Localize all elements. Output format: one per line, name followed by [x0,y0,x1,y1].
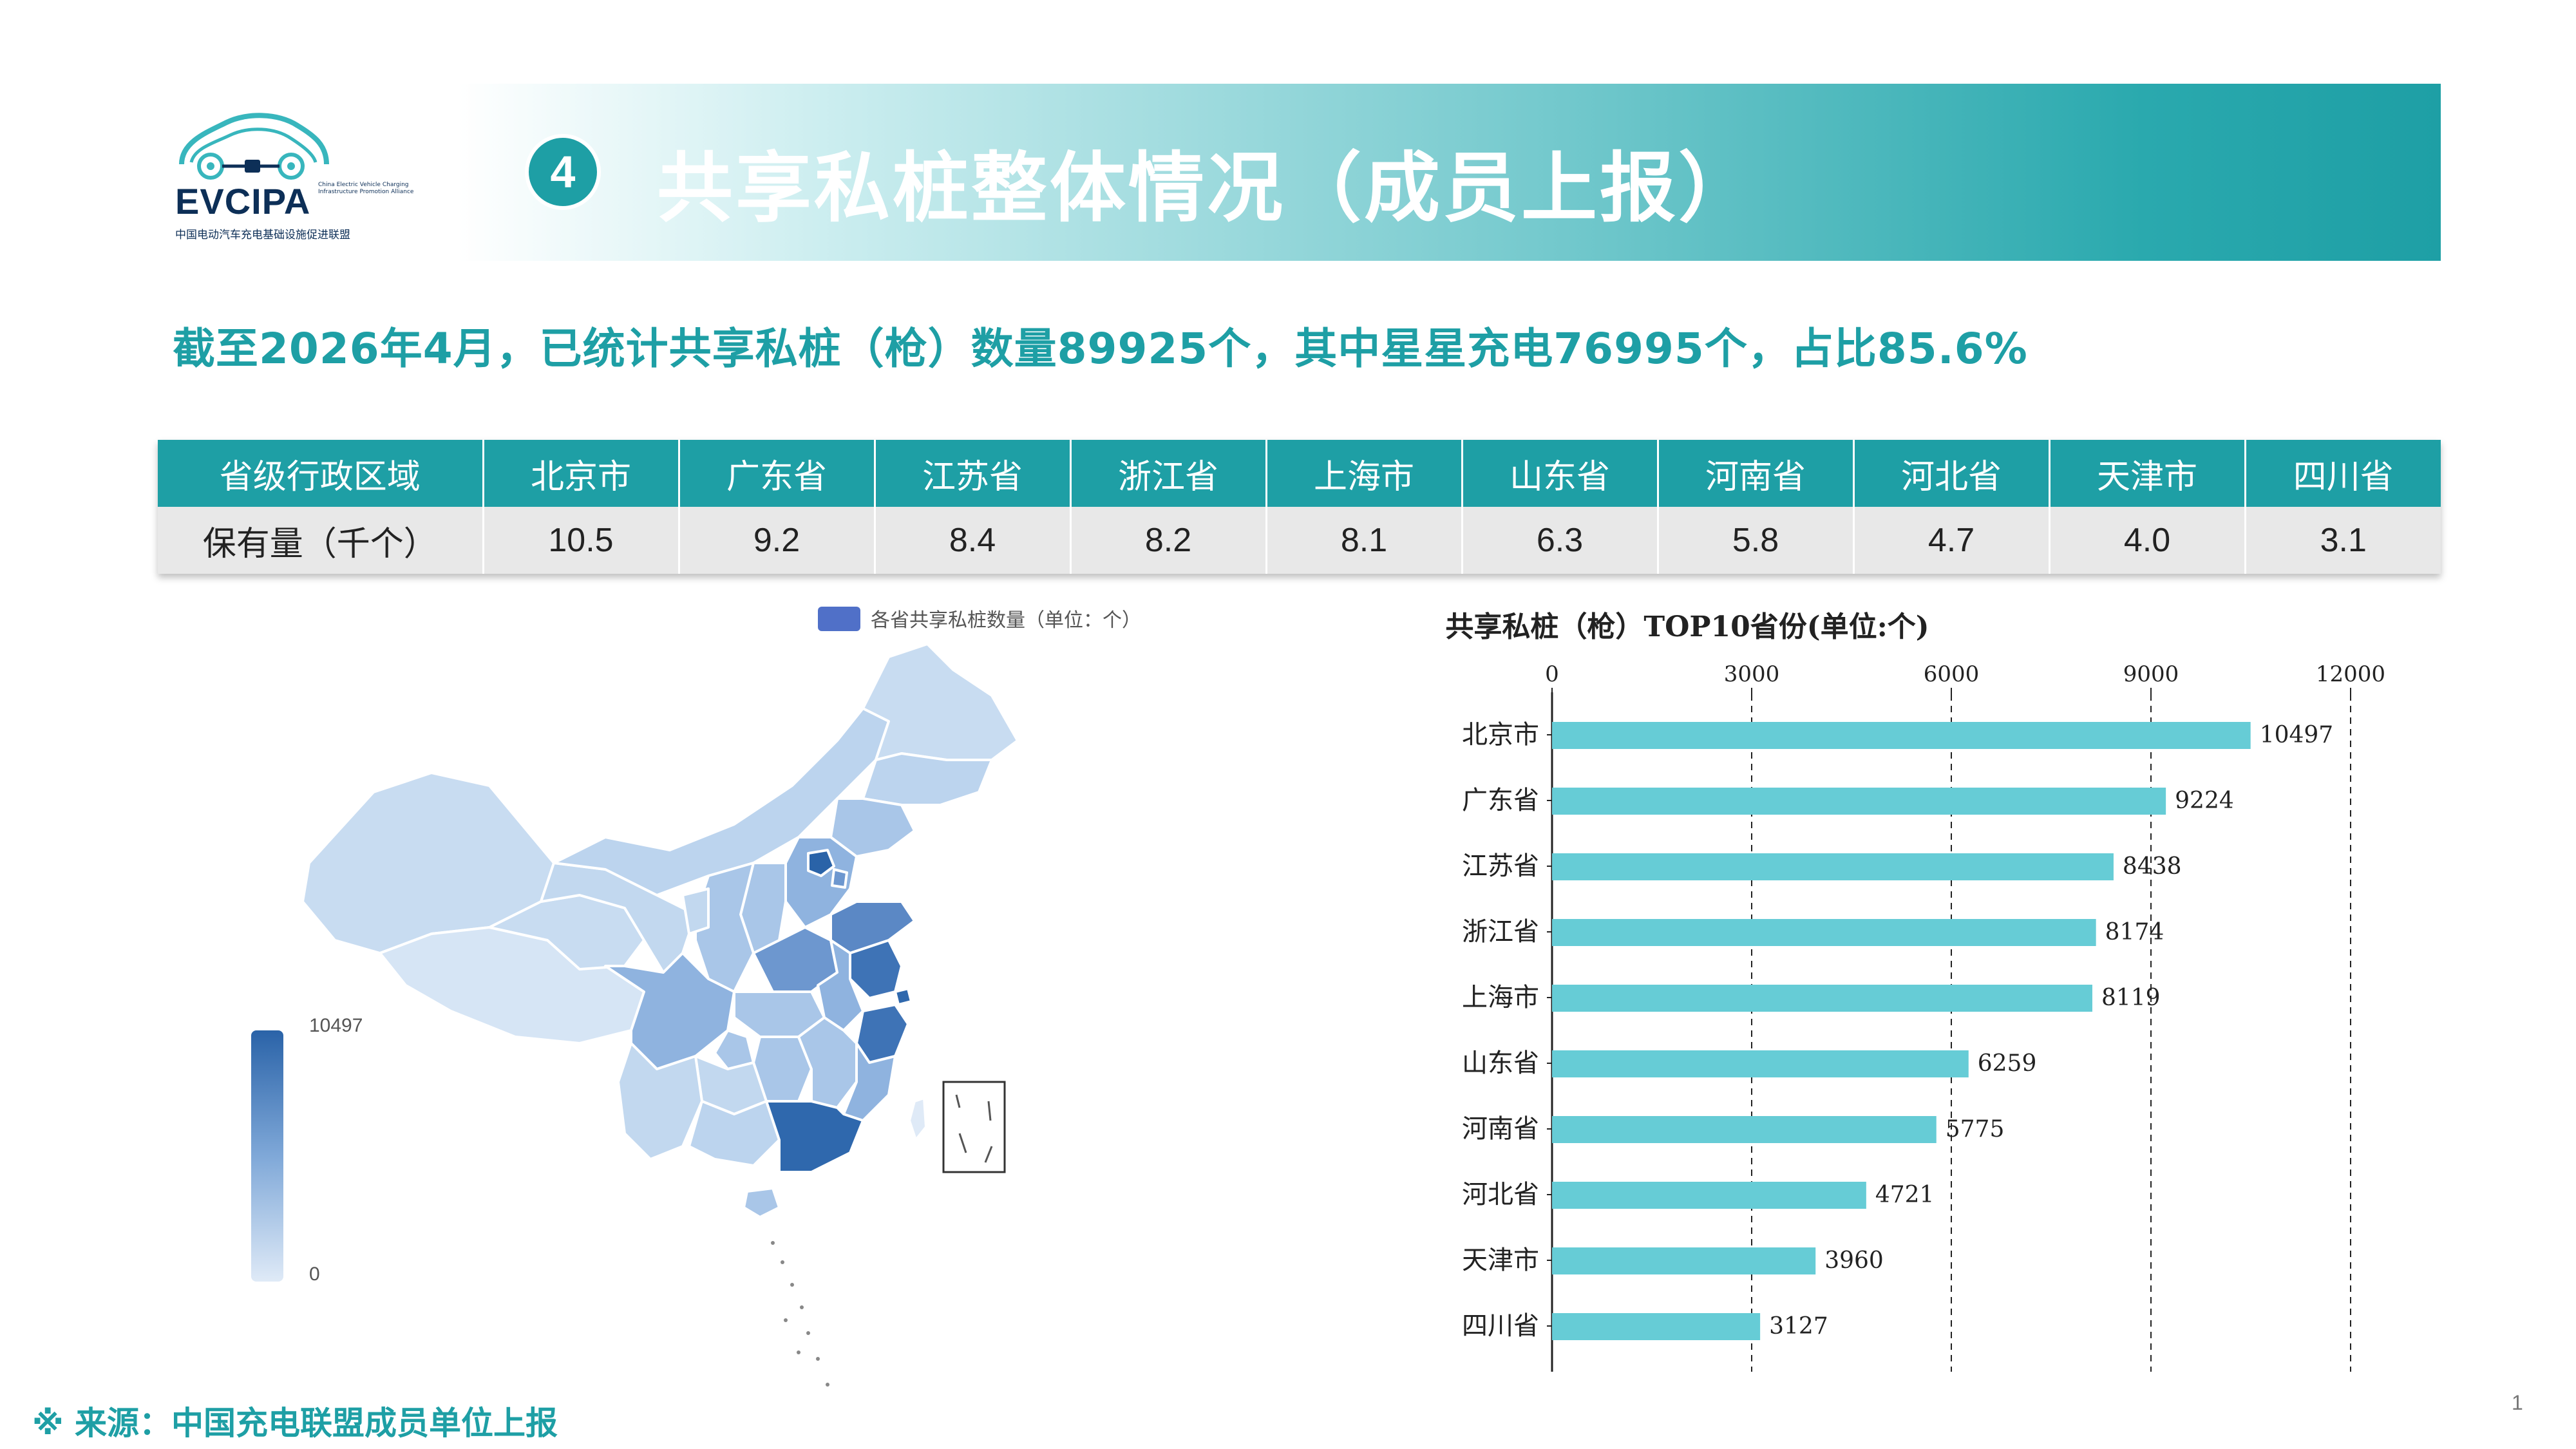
logo-subtitle-cn: 中国电动汽车充电基础设施促进联盟 [175,229,350,242]
bar [1552,1182,1866,1209]
map-region-fujian [842,1042,896,1122]
table-header-cell: 上海市 [1266,440,1463,507]
bar [1552,1050,1969,1077]
map-region-shanghai [894,987,913,1006]
category-label: 广东省 [1462,786,1539,815]
data-label: 3960 [1824,1247,1884,1274]
table-cell: 8.4 [875,507,1072,574]
map-region-heilongjiang [862,643,1019,761]
table-header-cell: 省级行政区域 [158,440,484,507]
map-region-yunnan [617,1042,703,1160]
table-cell: 保有量（千个） [158,507,484,574]
map-scale-min-label: 0 [309,1264,320,1285]
map-region-taiwan [908,1097,927,1141]
table-header-row: 省级行政区域 北京市 广东省 江苏省 浙江省 上海市 山东省 河南省 河北省 天… [158,440,2441,507]
data-label: 8438 [2123,853,2182,880]
category-label: 河南省 [1462,1114,1539,1144]
data-label: 4721 [1875,1182,1935,1208]
bar [1552,853,2114,880]
map-region-beijing [807,849,835,877]
bar [1552,1247,1816,1274]
table-header-cell: 浙江省 [1070,440,1267,507]
category-label: 浙江省 [1462,917,1539,947]
china-map [301,643,1019,1387]
data-label: 8174 [2105,919,2164,945]
logo-subtitle-en: China Electric Vehicle Charging Infrastr… [318,182,414,195]
category-label: 天津市 [1462,1245,1539,1275]
car-plug-icon [179,113,329,180]
data-label: 9224 [2175,788,2234,814]
province-table: 省级行政区域 北京市 广东省 江苏省 浙江省 上海市 山东省 河南省 河北省 天… [158,440,2441,574]
top10-bar-chart: 共享私桩（枪）TOP10省份(单位:个) 0 3000 6000 9000 12000 … [1445,611,2385,1372]
table-header-cell: 山东省 [1462,440,1659,507]
evcipa-logo: EVCIPA China Electric Vehicle Charging I… [169,103,426,245]
table-cell: 9.2 [679,507,876,574]
data-label: 5775 [1946,1116,2005,1142]
x-tick-label: 9000 [2123,661,2179,687]
table-cell: 8.2 [1070,507,1267,574]
bar [1552,788,2166,815]
map-region-ningxia [681,887,710,935]
bar [1552,722,2251,749]
south-china-sea-inset [942,1081,1006,1173]
page-number: 1 [2512,1391,2523,1414]
bar [1552,1313,1761,1340]
x-tick-label: 12000 [2316,661,2385,687]
table-cell: 6.3 [1462,507,1659,574]
category-label: 河北省 [1462,1180,1539,1209]
table-cell: 4.0 [2049,507,2246,574]
table-cell: 3.1 [2245,507,2441,574]
map-region-tianjin [831,868,848,889]
category-label: 上海市 [1462,983,1539,1012]
map-region-hainan [743,1187,781,1218]
summary-headline: 截至2026年4月，已统计共享私桩（枪）数量89925个，其中星星充电76995… [173,324,2028,374]
bar [1552,985,2092,1012]
map-legend-swatch[interactable] [818,607,860,631]
map-color-scale[interactable] [251,1030,283,1282]
category-label: 山东省 [1462,1048,1539,1078]
x-tick-label: 3000 [1724,661,1780,687]
chart-title: 共享私桩（枪）TOP10省份(单位:个) [1445,611,1929,643]
map-region-guangxi [688,1100,781,1167]
table-header-cell: 江苏省 [875,440,1072,507]
section-number-badge: 4 [525,134,601,210]
table-header-cell: 广东省 [679,440,876,507]
table-header-cell: 河北省 [1853,440,2050,507]
table-header-cell: 天津市 [2049,440,2246,507]
map-region-guangdong [765,1100,864,1173]
logo-wordmark: EVCIPA [175,181,311,222]
category-label: 四川省 [1462,1311,1539,1341]
x-tick-label: 6000 [1924,661,1980,687]
category-label: 江苏省 [1462,851,1539,881]
data-label: 6259 [1978,1050,2037,1077]
category-label: 北京市 [1462,720,1539,750]
data-label: 3127 [1769,1313,1828,1340]
bar [1552,1116,1937,1143]
table-row: 保有量（千个） 10.5 9.2 8.4 8.2 8.1 6.3 5.8 4.7… [158,507,2441,574]
data-label: 8119 [2101,985,2161,1011]
bar [1552,919,2096,946]
table-cell: 8.1 [1266,507,1463,574]
table-header-cell: 河南省 [1658,440,1855,507]
source-note: ※ 来源：中国充电联盟成员单位上报 [32,1405,558,1442]
data-label: 10497 [2260,722,2334,748]
table-cell: 4.7 [1853,507,2050,574]
table-cell: 10.5 [483,507,680,574]
table-header-cell: 四川省 [2245,440,2441,507]
map-legend-label: 各省共享私桩数量（单位：个） [871,609,1141,632]
map-scale-max-label: 10497 [309,1015,363,1036]
map-region-jilin [862,752,993,806]
table-header-cell: 北京市 [483,440,680,507]
table-cell: 5.8 [1658,507,1855,574]
page-title: 共享私桩整体情况（成员上报） [657,144,1757,232]
title-banner [459,84,2441,261]
x-tick-label: 0 [1545,661,1559,687]
